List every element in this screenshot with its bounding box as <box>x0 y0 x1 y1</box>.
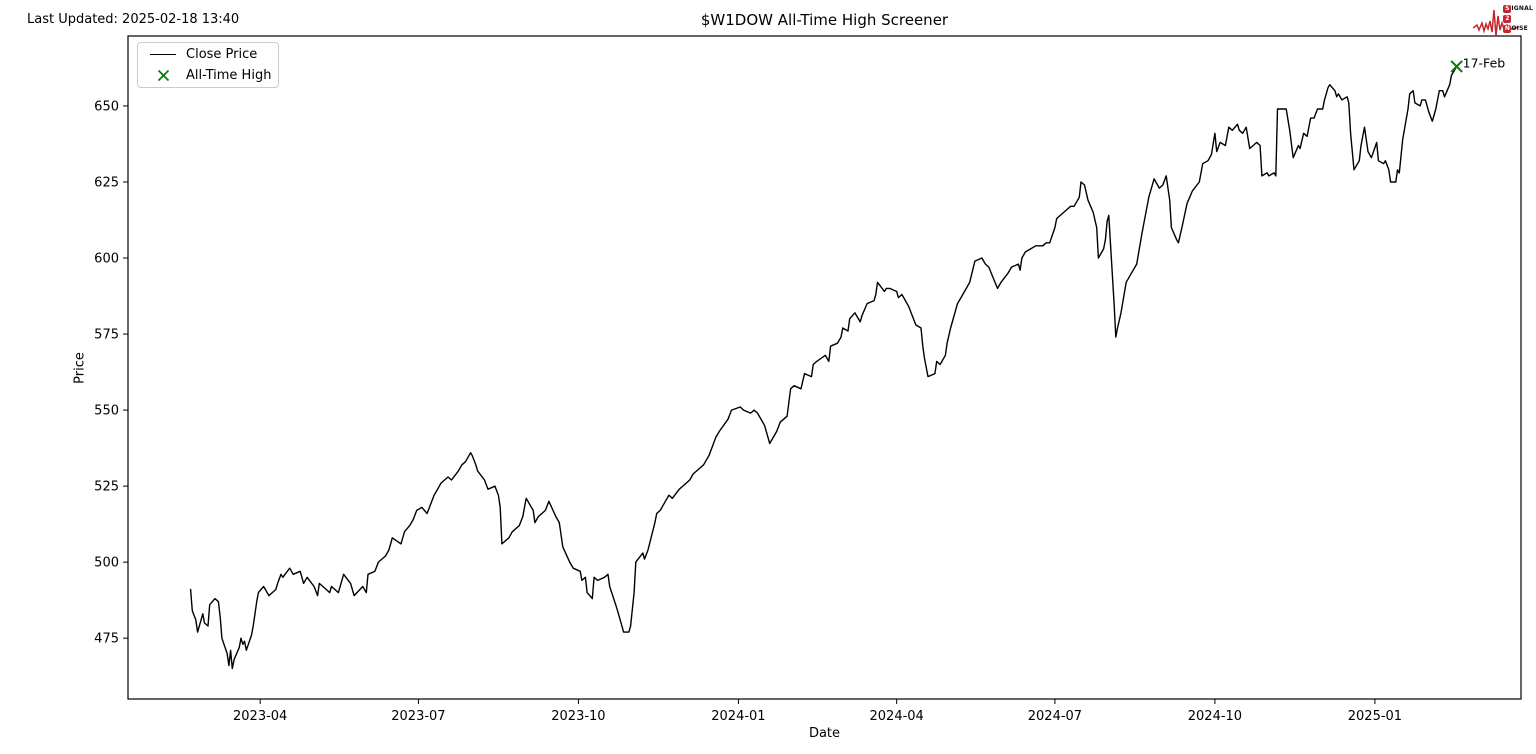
last-updated-text: Last Updated: 2025-02-18 13:40 <box>27 12 240 27</box>
logo-row-signal: S IGNAL <box>1503 4 1533 13</box>
logo-row-2: 2 <box>1503 14 1512 23</box>
y-axis-title: Price <box>72 352 88 384</box>
x-axis-tick-label: 2023-07 <box>391 709 445 724</box>
y-axis-tick-label: 475 <box>94 632 119 647</box>
all-time-high-x-icon <box>147 69 179 82</box>
logo-rest-ignal: IGNAL <box>1511 5 1533 12</box>
legend-label: All-Time High <box>186 68 272 83</box>
y-axis-tick-label: 525 <box>94 480 119 495</box>
page-title: $W1DOW All-Time High Screener <box>700 11 949 29</box>
y-axis-tick-label: 625 <box>94 175 119 190</box>
y-axis-tick-label: 500 <box>94 556 119 571</box>
legend: Close Price All-Time High <box>137 42 279 88</box>
logo-row-noise: N OISE <box>1503 24 1528 33</box>
x-axis-tick-label: 2024-07 <box>1028 709 1082 724</box>
y-axis-tick-label: 600 <box>94 252 119 267</box>
x-axis-tick-label: 2023-10 <box>551 709 605 724</box>
ath-annotation: 17-Feb <box>1463 55 1506 70</box>
y-axis-tick-label: 550 <box>94 404 119 419</box>
close-price-line-swatch <box>147 54 179 55</box>
logo-letter-s: S <box>1503 4 1512 13</box>
logo-letter-n: N <box>1503 24 1512 33</box>
x-axis-tick-label: 2023-04 <box>233 709 287 724</box>
y-axis-tick-label: 575 <box>94 328 119 343</box>
y-axis-tick-label: 650 <box>94 99 119 114</box>
legend-label: Close Price <box>186 47 258 62</box>
x-axis-tick-label: 2025-01 <box>1348 709 1402 724</box>
x-axis-title: Date <box>808 726 841 741</box>
x-axis-tick-label: 2024-10 <box>1188 709 1242 724</box>
legend-item-close-price: Close Price <box>147 45 278 65</box>
ath-marker-icon <box>1450 60 1463 73</box>
x-axis-tick-label: 2024-04 <box>870 709 924 724</box>
logo-letter-2: 2 <box>1503 14 1512 23</box>
x-axis-tick-label: 2024-01 <box>711 709 765 724</box>
close-price-line <box>189 65 1458 670</box>
signal-2-noise-logo: S IGNAL 2 N OISE <box>1473 2 1533 42</box>
logo-rest-oise: OISE <box>1511 25 1528 32</box>
legend-item-all-time-high: All-Time High <box>147 66 278 86</box>
logo-text: S IGNAL 2 N OISE <box>1503 4 1533 33</box>
plot-border <box>127 35 1522 700</box>
